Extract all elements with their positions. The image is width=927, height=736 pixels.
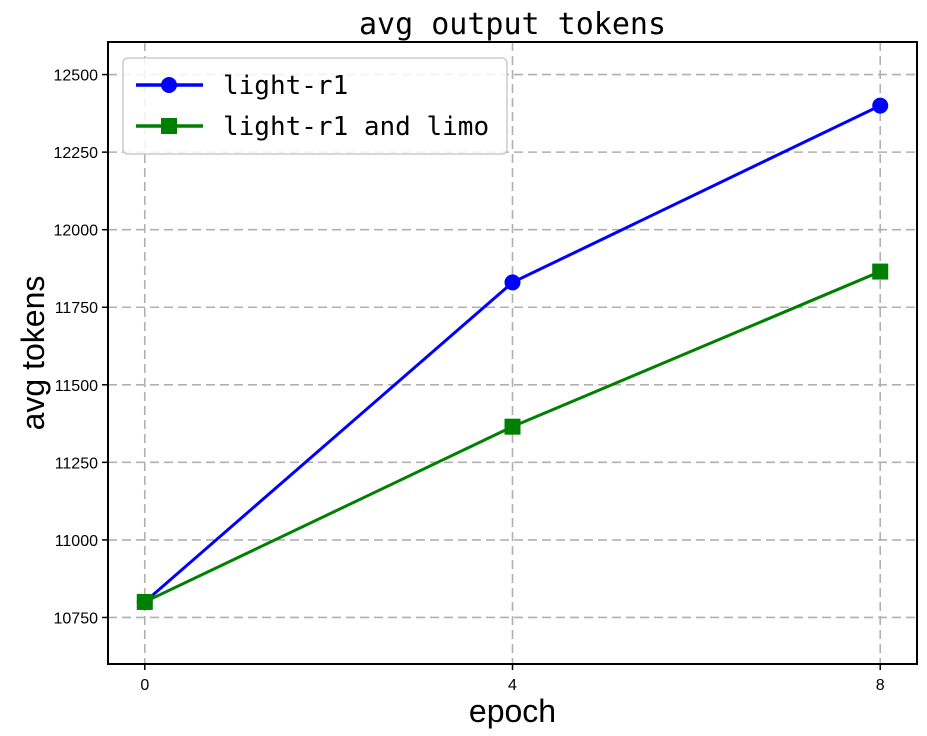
y-tick-label: 11000 [55,533,98,550]
data-point [136,593,153,610]
y-tick-label: 10750 [54,610,99,627]
plot-frame [107,41,918,665]
x-tick-label: 0 [140,677,149,694]
series-layer [136,97,889,610]
y-tick-label: 12000 [54,223,99,240]
grid [108,42,917,664]
y-tick-label: 12500 [54,68,99,85]
chart-title: avg output tokens [359,7,666,42]
series-2 [136,263,889,610]
y-tick-label: 12250 [54,145,99,162]
legend-item: light-r1 and limo [136,112,489,142]
legend-box [122,57,508,155]
legend-label: light-r1 [223,71,348,101]
y-tick-label: 11250 [55,455,98,472]
data-point [872,263,889,280]
x-tick-label: 4 [508,677,517,694]
data-point [504,274,521,291]
legend-marker [161,118,177,134]
x-axis-label: epoch [469,693,556,729]
data-point [504,418,521,435]
legend-marker [161,77,177,93]
y-tick-label: 11750 [55,300,98,317]
x-tick-label: 8 [876,677,885,694]
legend-item: light-r1 [136,71,348,101]
y-axis-label: avg tokens [15,276,51,431]
legend: light-r1 light-r1 and limo [122,57,508,155]
data-point [872,97,889,114]
legend-label: light-r1 and limo [223,112,489,142]
y-tick-label: 11500 [55,378,98,395]
ticks: 0 4 8 10750 11000 11250 11500 11750 12000 12250 12… [54,68,885,694]
